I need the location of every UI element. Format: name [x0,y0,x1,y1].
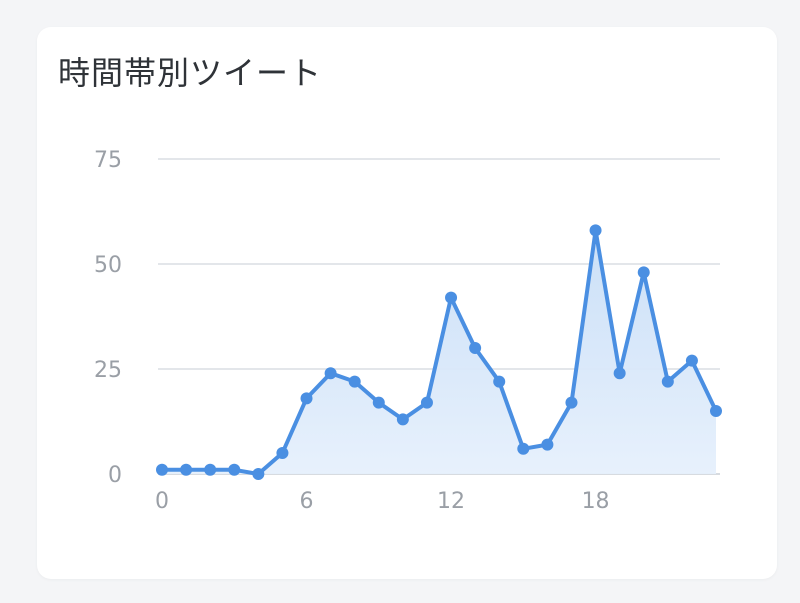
chart-card [37,27,777,579]
data-point-hour-11[interactable] [420,396,433,409]
y-tick-label: 0 [108,463,122,488]
y-axis-ticks: 0 25 50 75 [94,148,122,488]
chart-title: 時間帯別ツイート [58,54,323,92]
y-tick-label: 75 [94,148,122,173]
data-point-hour-23[interactable] [710,405,722,417]
data-point-hour-20[interactable] [637,266,650,279]
data-point-hour-12[interactable] [445,291,458,304]
data-point-hour-22[interactable] [685,354,698,367]
data-point-hour-8[interactable] [348,375,361,388]
data-point-hour-7[interactable] [324,367,337,380]
data-point-hour-13[interactable] [469,342,482,354]
data-point-hour-21[interactable] [661,375,674,388]
data-points [156,224,722,480]
data-point-hour-18[interactable] [589,224,602,237]
data-point-hour-9[interactable] [372,396,385,409]
y-tick-label: 25 [94,358,122,383]
data-point-hour-6[interactable] [300,392,313,405]
x-tick-label: 0 [155,489,169,514]
data-point-hour-2[interactable] [204,463,217,476]
y-tick-label: 50 [94,253,122,278]
data-point-hour-4[interactable] [252,468,265,480]
data-point-hour-3[interactable] [228,463,241,476]
data-point-hour-17[interactable] [565,396,578,409]
data-point-hour-0[interactable] [156,463,168,476]
data-point-hour-14[interactable] [493,375,506,388]
x-tick-label: 6 [300,489,314,514]
x-tick-label: 18 [582,489,610,514]
x-axis-ticks: 0 6 12 18 [155,489,610,514]
data-point-hour-5[interactable] [276,447,289,459]
data-point-hour-10[interactable] [396,413,409,426]
data-point-hour-19[interactable] [613,367,626,380]
data-point-hour-1[interactable] [180,463,193,476]
data-point-hour-16[interactable] [541,438,554,451]
data-point-hour-15[interactable] [517,442,530,455]
x-tick-label: 12 [437,489,465,514]
